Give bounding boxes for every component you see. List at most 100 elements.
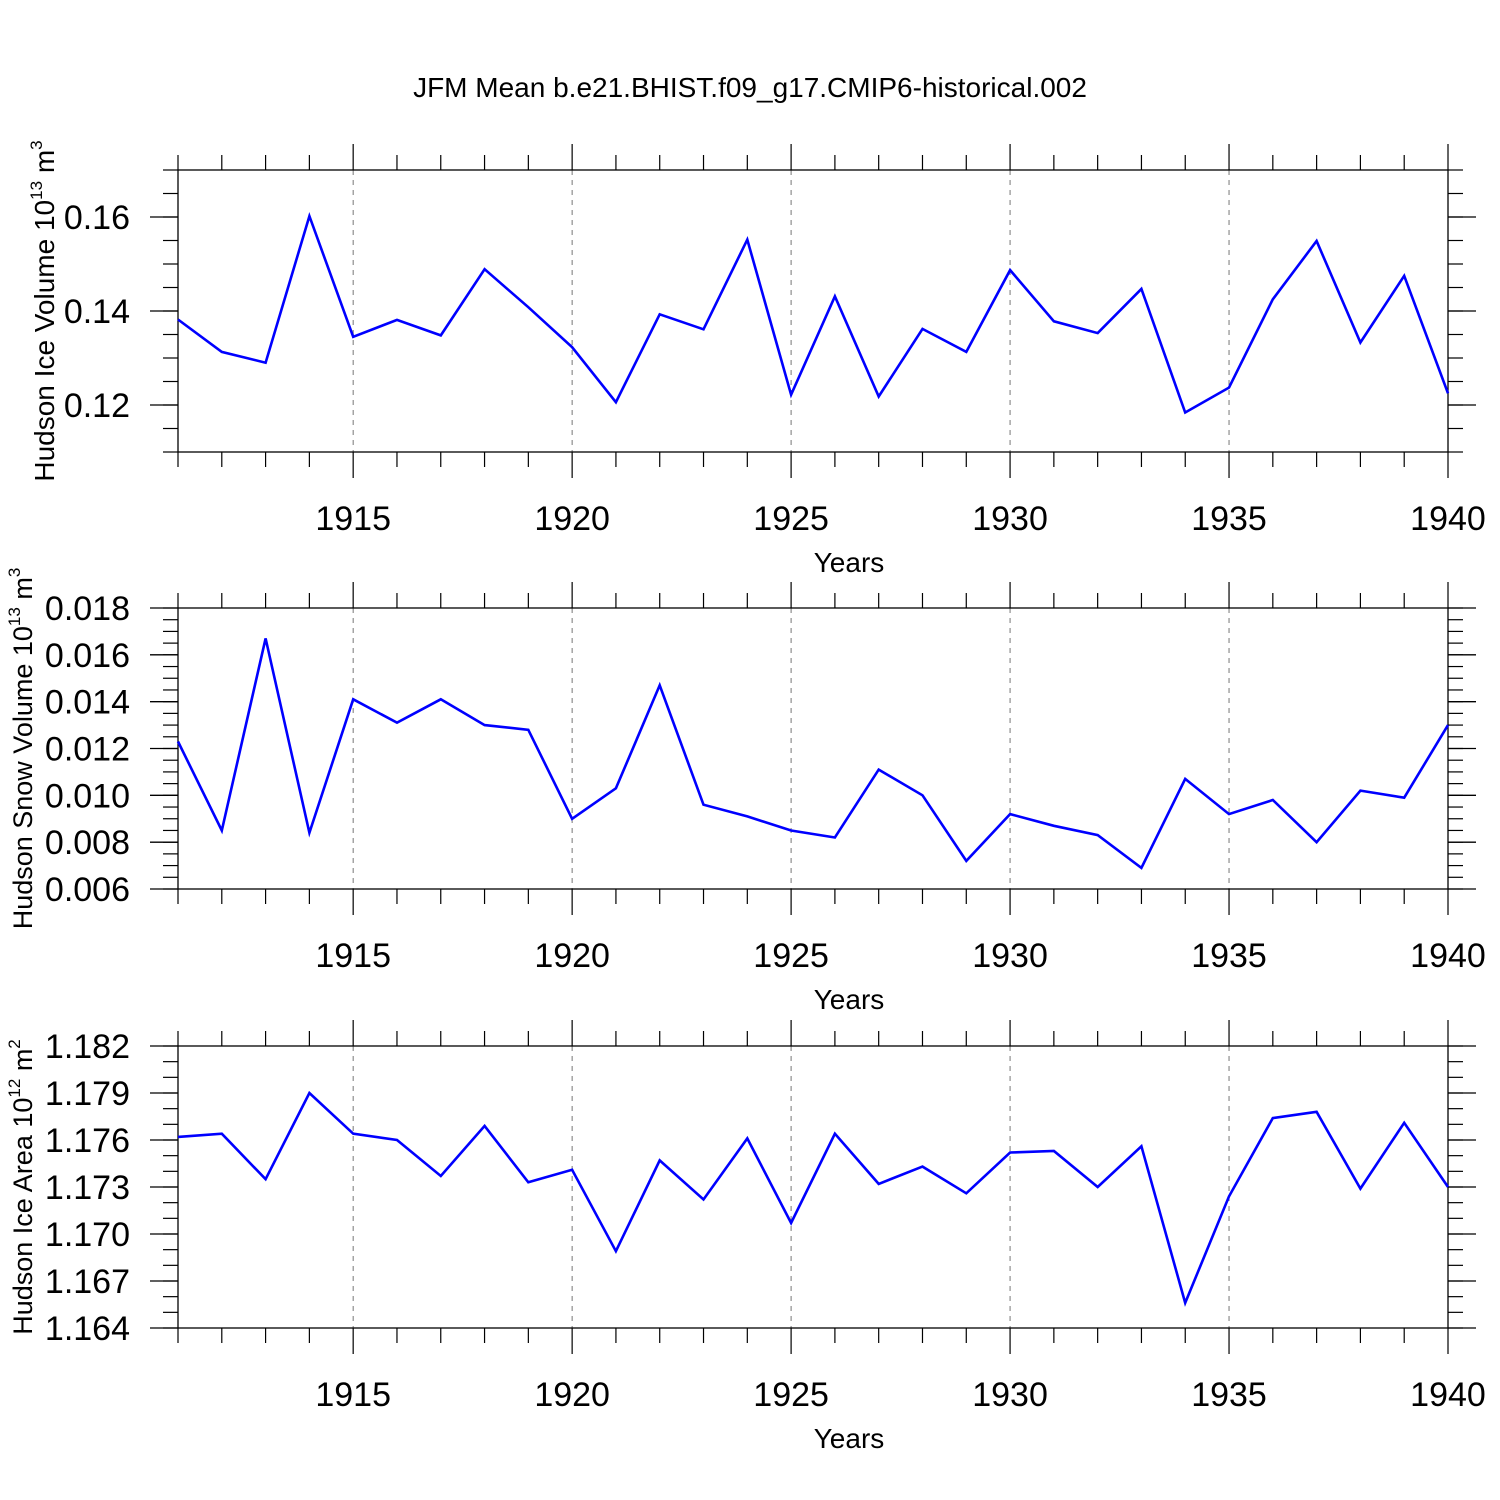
x-tick-label-1930: 1930	[972, 937, 1048, 975]
data-point-1933	[1139, 866, 1143, 870]
data-point-1928	[920, 327, 924, 331]
data-point-1927	[877, 395, 881, 399]
data-point-1930	[1008, 1151, 1012, 1155]
x-tick-label-1925: 1925	[753, 1376, 829, 1414]
x-tick-label-1915: 1915	[315, 937, 391, 975]
data-point-1912	[220, 828, 224, 832]
data-point-1920	[570, 1168, 574, 1172]
plot-frame	[177, 169, 1449, 453]
data-point-1926	[833, 1132, 837, 1136]
y-tick-label: 1.170	[45, 1216, 130, 1254]
data-point-1939	[1402, 1121, 1406, 1125]
data-point-1912	[220, 1132, 224, 1136]
x-tick-label-1940: 1940	[1410, 937, 1486, 975]
data-point-1934	[1183, 1301, 1187, 1305]
data-point-1911	[176, 1135, 180, 1139]
series-line-ice-area	[177, 1090, 1450, 1307]
y-tick-label: 0.14	[64, 293, 130, 331]
data-point-1939	[1402, 274, 1406, 278]
data-point-1917	[439, 697, 443, 701]
data-point-1931	[1052, 1149, 1056, 1153]
plot-frame	[177, 607, 1449, 890]
data-point-1935	[1227, 1194, 1231, 1198]
x-tick-label-1930: 1930	[972, 500, 1048, 538]
data-point-1933	[1139, 287, 1143, 291]
data-point-1938	[1358, 340, 1362, 344]
y-tick-label: 1.164	[45, 1310, 130, 1348]
data-point-1932	[1096, 833, 1100, 837]
data-point-1911	[176, 317, 180, 321]
y-tick-label: 0.12	[64, 387, 130, 425]
data-point-1917	[439, 1174, 443, 1178]
y-tick-label: 1.176	[45, 1122, 130, 1160]
data-point-1937	[1315, 1110, 1319, 1114]
data-point-1917	[439, 333, 443, 337]
y-tick-label: 0.012	[45, 731, 130, 769]
data-point-1930	[1008, 812, 1012, 816]
data-point-1927	[877, 768, 881, 772]
x-axis-label: Years	[814, 1423, 885, 1454]
data-point-1919	[526, 728, 530, 732]
data-point-1940	[1446, 1185, 1450, 1189]
data-point-1924	[745, 238, 749, 242]
data-point-1926	[833, 294, 837, 298]
data-point-1932	[1096, 331, 1100, 335]
panel-ice-area: 1915 1920 1925 1930 1935 1940 Years 1.164 1.167 1…	[5, 1020, 1486, 1454]
data-point-1915	[351, 1132, 355, 1136]
data-point-1914	[307, 831, 311, 835]
data-point-1938	[1358, 1187, 1362, 1191]
x-tick-label-1920: 1920	[534, 937, 610, 975]
series-line-snow-volume	[176, 638, 1450, 870]
data-point-1931	[1052, 319, 1056, 323]
data-point-1921	[614, 1249, 618, 1253]
data-point-1913	[264, 1177, 268, 1181]
data-point-1940	[1446, 723, 1450, 727]
data-point-1921	[614, 400, 618, 404]
data-point-1926	[833, 835, 837, 839]
data-point-1924	[745, 814, 749, 818]
data-point-1918	[483, 267, 487, 271]
data-point-1915	[351, 697, 355, 701]
x-tick-label-1940: 1940	[1410, 500, 1486, 538]
x-tick-label-1940: 1940	[1410, 1376, 1486, 1414]
data-point-1928	[920, 793, 924, 797]
data-point-1916	[395, 721, 399, 725]
data-point-1920	[570, 817, 574, 821]
y-tick-label: 0.016	[45, 637, 130, 675]
data-point-1911	[176, 739, 180, 743]
x-tick-label-1935: 1935	[1191, 937, 1267, 975]
x-tick-label-1915: 1915	[315, 1376, 391, 1414]
x-tick-label-1925: 1925	[753, 500, 829, 538]
data-point-1928	[920, 1165, 924, 1169]
x-axis-label: Years	[814, 984, 885, 1015]
data-point-1914	[307, 1091, 311, 1095]
data-point-1929	[964, 350, 968, 354]
data-point-1940	[1446, 391, 1450, 395]
data-point-1929	[964, 1191, 968, 1195]
data-point-1916	[395, 1138, 399, 1142]
data-point-1935	[1227, 812, 1231, 816]
x-tick-label-1920: 1920	[534, 500, 610, 538]
y-tick-label: 0.010	[45, 777, 130, 815]
data-point-1916	[395, 318, 399, 322]
data-point-1913	[264, 361, 268, 365]
chart-panels: 1915 1920 1925 1930 1935 1940 Years 0.12 0.14 0.1…	[5, 140, 1486, 1454]
data-point-1924	[745, 1136, 749, 1140]
data-point-1915	[351, 335, 355, 339]
panel-ice-volume: 1915 1920 1925 1930 1935 1940 Years 0.12 0.14 0.1…	[27, 140, 1486, 578]
panel-snow-volume: 1915 1920 1925 1930 1935 1940 Years 0.006 0.008 0…	[5, 568, 1486, 1015]
data-point-1937	[1315, 840, 1319, 844]
data-point-1913	[264, 636, 268, 640]
y-tick-label: 1.167	[45, 1263, 130, 1301]
data-point-1923	[702, 803, 706, 807]
data-point-1933	[1139, 1144, 1143, 1148]
x-tick-label-1920: 1920	[534, 1376, 610, 1414]
data-point-1931	[1052, 824, 1056, 828]
data-point-1921	[614, 786, 618, 790]
data-point-1925	[789, 1221, 793, 1225]
x-tick-label-1935: 1935	[1191, 1376, 1267, 1414]
y-tick-label: 0.018	[45, 590, 130, 628]
data-point-1936	[1271, 798, 1275, 802]
data-point-1936	[1271, 297, 1275, 301]
